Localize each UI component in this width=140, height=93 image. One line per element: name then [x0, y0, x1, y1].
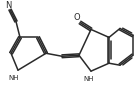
Text: O: O	[74, 13, 80, 22]
Text: NH: NH	[9, 75, 19, 81]
Text: NH: NH	[84, 76, 94, 82]
Text: N: N	[5, 1, 11, 10]
